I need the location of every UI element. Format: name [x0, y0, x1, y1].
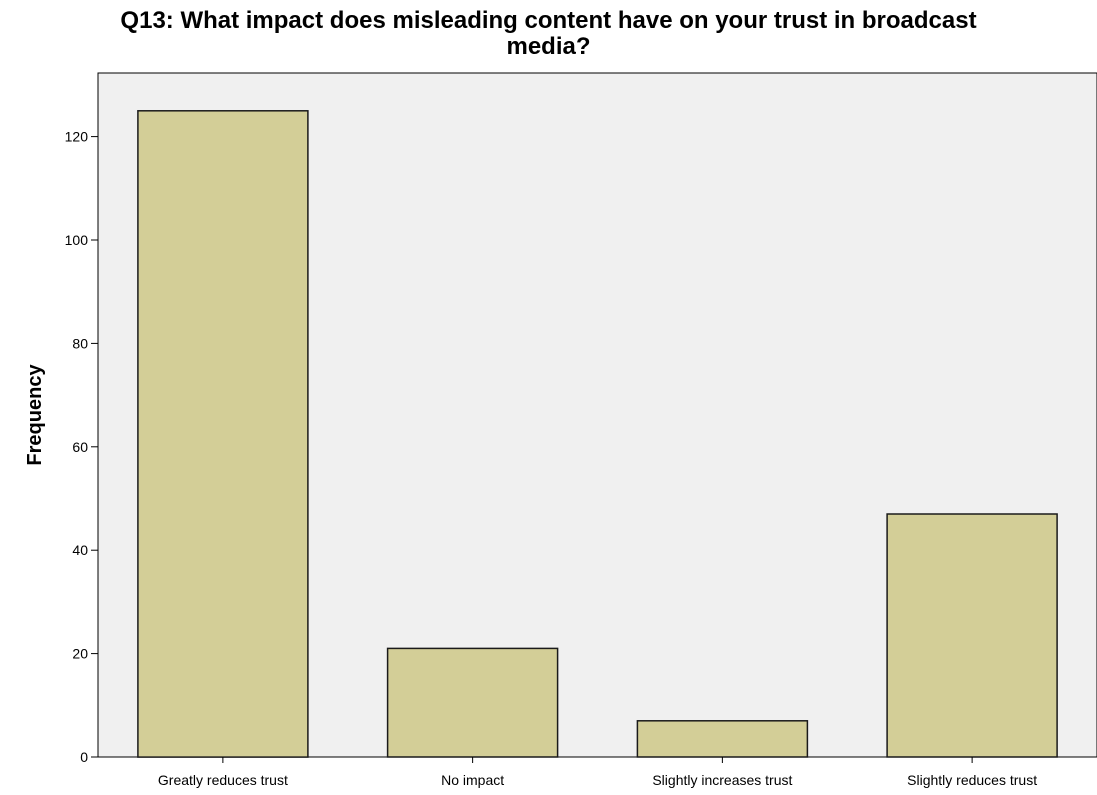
chart-title-continued: media? — [506, 33, 591, 60]
bar — [886, 513, 1058, 758]
y-tick-label: 0 — [80, 749, 88, 765]
bar — [636, 720, 809, 758]
y-tick-label: 100 — [65, 232, 89, 248]
bar — [386, 647, 559, 758]
x-tick-label: Slightly increases trust — [652, 772, 792, 788]
y-tick-label: 40 — [72, 542, 88, 558]
y-tick-label: 20 — [72, 646, 88, 662]
x-tick-label: No impact — [441, 772, 504, 788]
y-axis-title: Frequency — [24, 364, 46, 466]
bar — [137, 110, 309, 758]
y-tick-label: 120 — [65, 129, 89, 145]
chart-title: Q13: What impact does misleading content… — [120, 7, 977, 34]
y-tick-label: 60 — [72, 439, 88, 455]
x-tick-label: Slightly reduces trust — [907, 772, 1037, 788]
x-tick-label: Greatly reduces trust — [158, 772, 288, 788]
y-tick-label: 80 — [72, 335, 88, 351]
y-axis: 0 20 40 60 80 100 120 — [65, 129, 98, 765]
x-axis: Greatly reduces trust No impact Slightly i… — [158, 757, 1037, 788]
